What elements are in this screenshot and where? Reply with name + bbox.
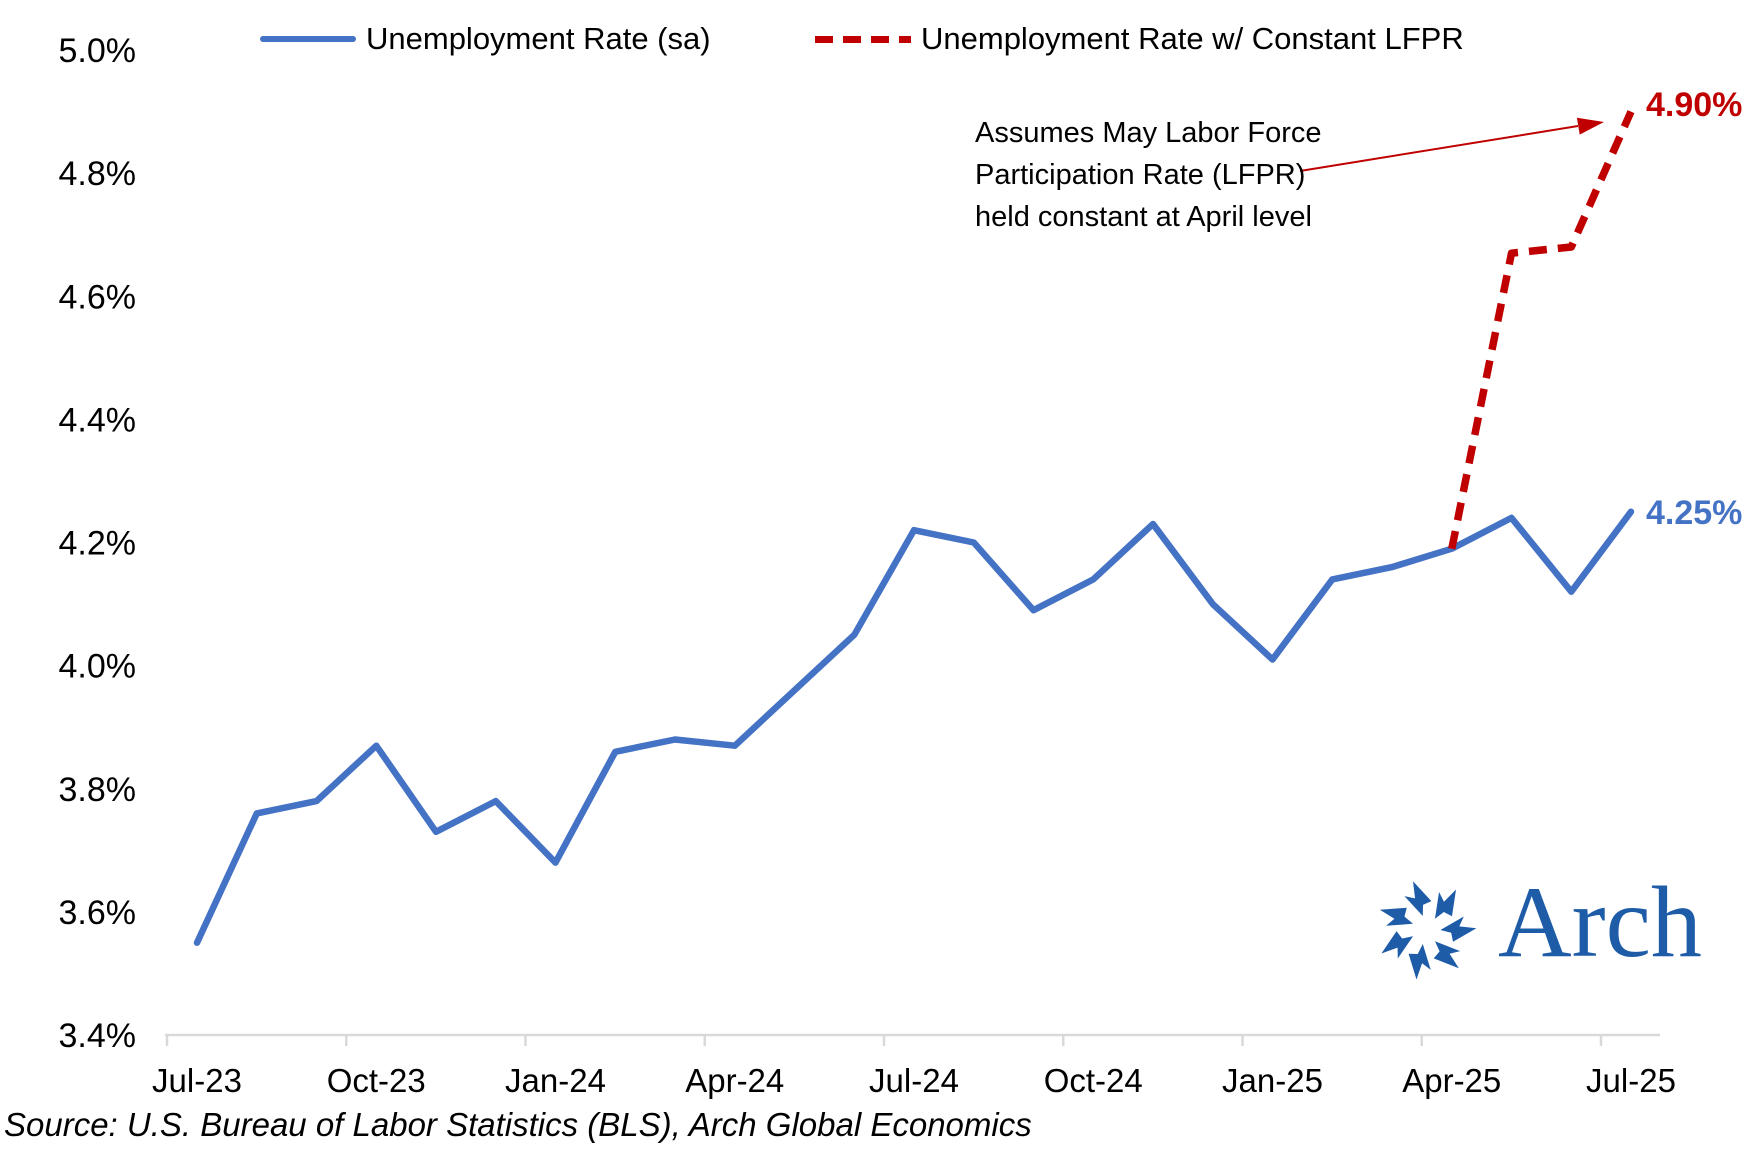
annotation-arrow-line (1299, 125, 1579, 172)
annotation-line: Assumes May Labor Force (975, 117, 1322, 149)
arch-logo: Arch (1372, 868, 1702, 992)
legend-item-unemployment-rate: Unemployment Rate (sa) (260, 22, 711, 56)
legend-label: Unemployment Rate w/ Constant LFPR (921, 21, 1464, 56)
x-axis-tick-label: Apr-24 (685, 1062, 784, 1099)
y-axis-tick-label: 3.8% (59, 771, 137, 809)
series-line-unemployment-rate (193, 508, 1635, 946)
y-axis-tick-label: 4.8% (59, 155, 137, 193)
y-axis-tick-label: 4.2% (59, 525, 137, 563)
y-axis-tick-label: 5.0% (59, 32, 137, 70)
legend-line-sample-blue (260, 36, 356, 42)
data-label-constant-lfpr-last: 4.90% (1646, 86, 1743, 124)
data-label-unemployment-rate-last: 4.25% (1646, 494, 1743, 532)
x-axis-tick-label: Jan-25 (1222, 1062, 1323, 1099)
x-axis-tick-label: Oct-24 (1044, 1062, 1143, 1099)
x-axis-tick-label: Jul-23 (152, 1062, 242, 1099)
x-axis-tick-label: Jul-25 (1586, 1062, 1676, 1099)
x-axis-tick-label: Oct-23 (327, 1062, 426, 1099)
y-axis-tick-label: 4.4% (59, 401, 137, 439)
y-axis-tick-label: 4.0% (59, 648, 137, 686)
legend-label: Unemployment Rate (sa) (366, 21, 711, 56)
annotation-arrowhead (1576, 117, 1604, 135)
x-axis-tick-label: Jul-24 (869, 1062, 959, 1099)
arch-logo-wordmark: Arch (1498, 866, 1702, 979)
legend-item-constant-lfpr: Unemployment Rate w/ Constant LFPR (815, 22, 1464, 56)
series-line-constant-lfpr (1448, 110, 1635, 550)
annotation-line: held constant at April level (975, 201, 1312, 233)
y-axis-tick-label: 4.6% (59, 278, 137, 316)
x-axis-tick-label: Jan-24 (505, 1062, 606, 1099)
legend-line-sample-red-dashed (815, 35, 911, 43)
x-axis-tick-label: Apr-25 (1402, 1062, 1501, 1099)
y-axis-tick-label: 3.4% (59, 1017, 137, 1055)
arch-logo-pinwheel-icon (1379, 881, 1477, 980)
annotation-line: Participation Rate (LFPR) (975, 159, 1306, 191)
y-axis-tick-label: 3.6% (59, 894, 137, 932)
source-attribution: Source: U.S. Bureau of Labor Statistics … (4, 1106, 1032, 1143)
annotation-text: Assumes May Labor Force Participation Ra… (975, 112, 1322, 238)
